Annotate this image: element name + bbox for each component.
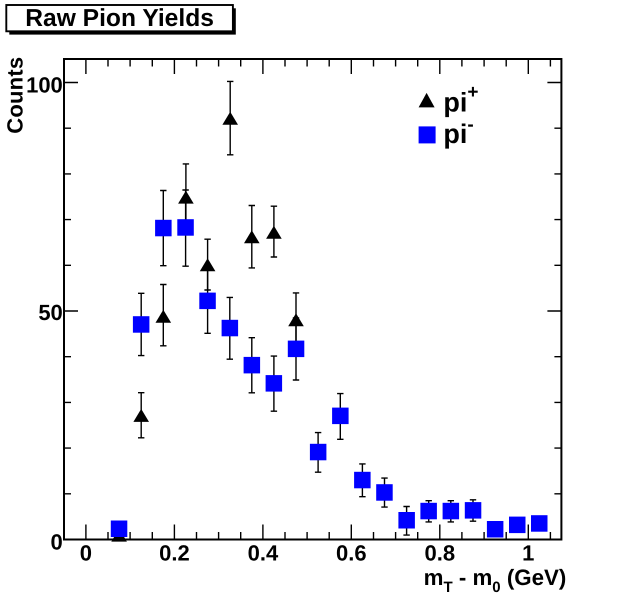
- svg-text:100: 100: [26, 72, 63, 97]
- svg-text:1: 1: [522, 541, 534, 566]
- svg-text:50: 50: [38, 300, 62, 325]
- svg-text:Raw Pion Yields: Raw Pion Yields: [25, 5, 214, 32]
- svg-text:Counts: Counts: [2, 57, 27, 134]
- svg-text:0: 0: [80, 541, 92, 566]
- svg-text:0.4: 0.4: [248, 541, 279, 566]
- svg-text:0: 0: [51, 529, 63, 554]
- svg-text:0.8: 0.8: [425, 541, 456, 566]
- svg-text:0.6: 0.6: [336, 541, 367, 566]
- svg-text:0.2: 0.2: [159, 541, 190, 566]
